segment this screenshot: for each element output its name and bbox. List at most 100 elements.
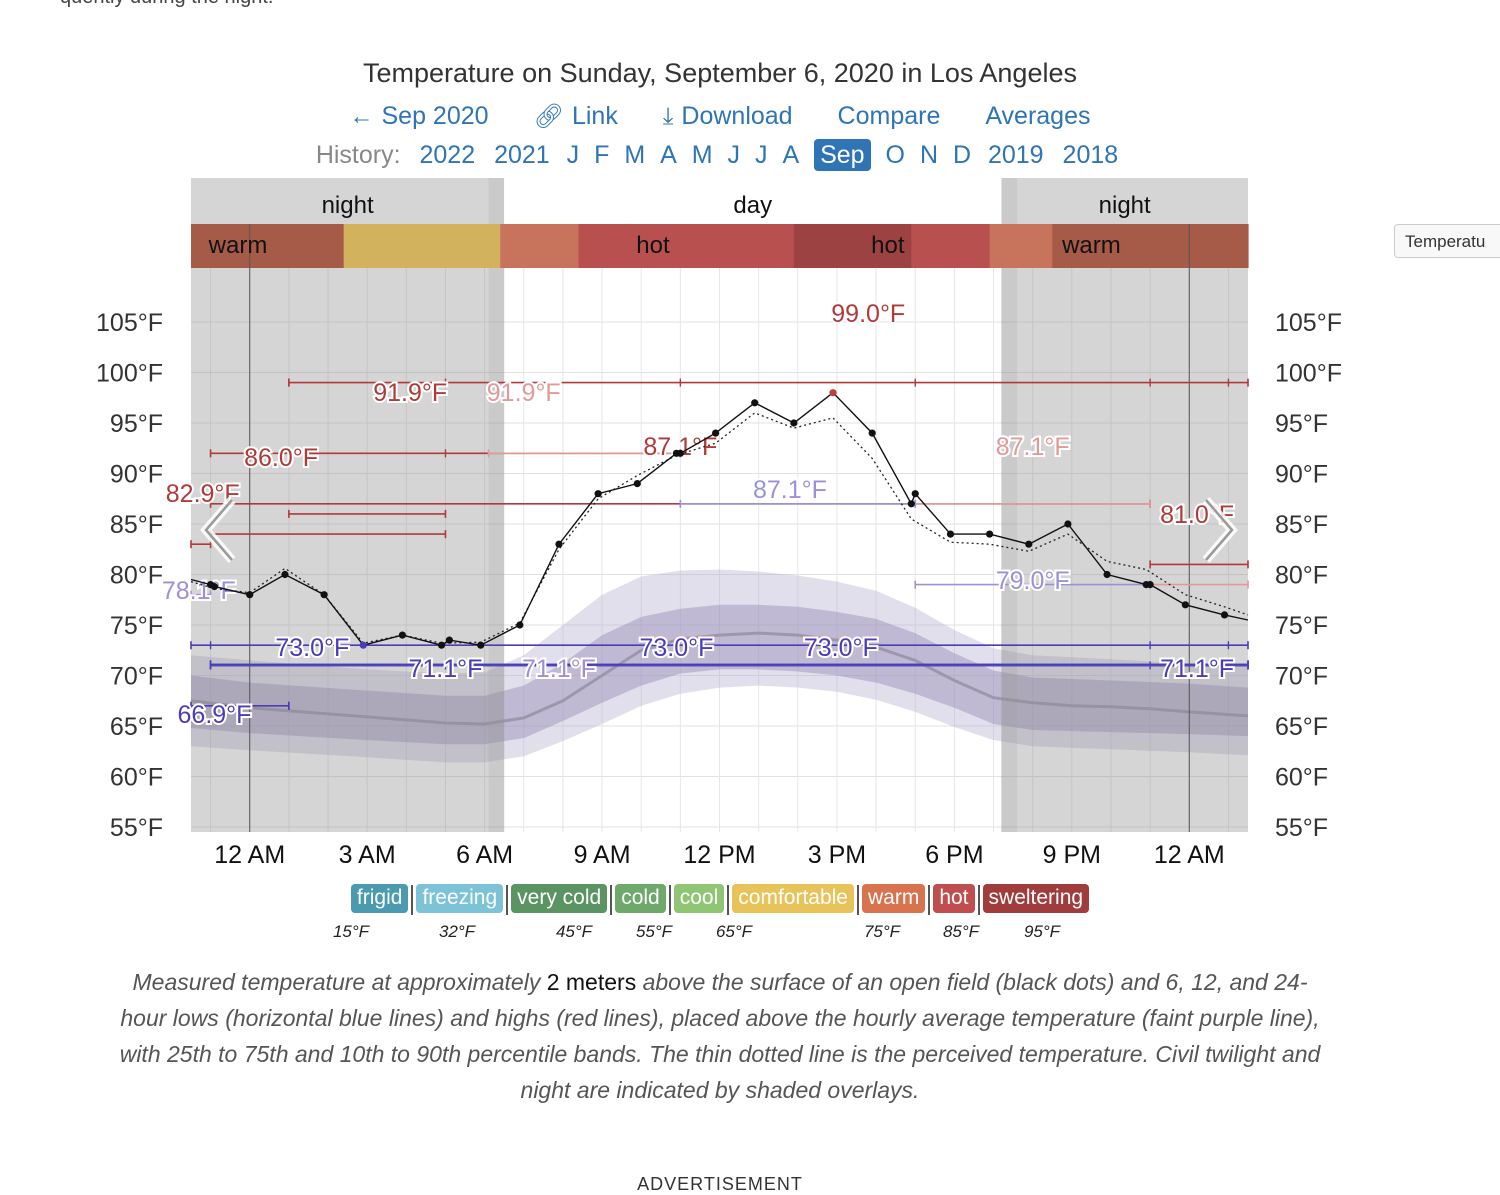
measured-temperature-line — [190, 391, 1249, 646]
low-extreme-label: 71.1°F — [522, 655, 596, 683]
temperature-point — [911, 490, 919, 498]
legend-cool: cool — [673, 884, 725, 913]
history-month-jan[interactable]: J — [566, 141, 580, 169]
history-year-2022[interactable]: 2022 — [419, 141, 476, 169]
compare-link[interactable]: Compare — [837, 102, 941, 130]
legend-freezing: freezing — [416, 884, 504, 913]
legend-warm: warm — [861, 884, 926, 913]
history-month-jun[interactable]: J — [727, 141, 741, 169]
condition-band — [578, 224, 795, 268]
y-tick-label-right: 75°F — [1275, 612, 1328, 640]
y-tick-label-left: 70°F — [110, 663, 163, 691]
averages-link[interactable]: Averages — [985, 102, 1091, 130]
y-tick-label-left: 65°F — [110, 713, 163, 741]
low-extreme-label: 71.1°F — [1160, 655, 1234, 683]
history-year-2018[interactable]: 2018 — [1062, 141, 1119, 169]
temperature-point — [246, 591, 254, 599]
x-tick-label: 12 AM — [1154, 841, 1225, 869]
legend-divider — [977, 884, 980, 915]
temperature-point — [1181, 601, 1189, 609]
temperature-legend: frigid freezing very cold cold cool comfortab… — [0, 884, 1440, 915]
threshold-label: 45°F — [555, 922, 593, 941]
y-tick-label-left: 75°F — [110, 612, 163, 640]
download-icon: ⤓ — [662, 103, 674, 130]
temperature-point — [516, 621, 524, 629]
condition-band — [343, 224, 501, 268]
y-tick-label-right: 55°F — [1275, 814, 1328, 842]
y-tick-label-right: 90°F — [1275, 461, 1328, 489]
history-month-apr[interactable]: A — [660, 141, 677, 169]
history-month-mar[interactable]: M — [624, 141, 646, 169]
temperature-point — [398, 631, 406, 639]
twilight-overlay — [488, 178, 505, 832]
threshold-label: 32°F — [438, 922, 476, 941]
chart-nav: ← Sep 2020 🔗︎ Link ⤓ Download Compare Avera… — [0, 102, 1440, 131]
temperature-point — [1146, 581, 1154, 589]
high-extreme-label: 87.1°F — [996, 433, 1070, 461]
download-link[interactable]: ⤓ Download — [662, 102, 793, 130]
temperature-point — [986, 530, 994, 538]
legend-very-cold: very cold — [511, 884, 608, 913]
temperature-point — [477, 641, 485, 649]
temperature-point — [1025, 540, 1033, 548]
history-month-may[interactable]: M — [691, 141, 713, 169]
condition-band — [191, 224, 345, 268]
temperature-point — [1064, 520, 1072, 528]
y-tick-label-right: 65°F — [1275, 713, 1328, 741]
y-tick-label-right: 100°F — [1275, 360, 1342, 388]
condition-band — [500, 224, 580, 268]
history-month-nov[interactable]: N — [919, 141, 938, 169]
temperature-point — [907, 500, 915, 508]
temperature-point — [594, 490, 602, 498]
condition-band — [989, 224, 1053, 268]
temperature-point — [445, 636, 453, 644]
condition-band-label: hot — [871, 232, 905, 259]
temperature-point — [320, 591, 328, 599]
history-month-oct[interactable]: O — [885, 141, 905, 169]
history-year-2019[interactable]: 2019 — [987, 141, 1044, 169]
condition-band-label: warm — [208, 232, 268, 259]
chevron-left-icon — [204, 499, 233, 561]
temperature-point — [829, 389, 837, 397]
history-month-sep-selected[interactable]: Sep — [814, 139, 871, 171]
condition-band — [1052, 224, 1249, 268]
y-tick-label-right: 95°F — [1275, 410, 1328, 438]
tooltip: Temperatu — [1394, 224, 1500, 258]
legend-cold: cold — [615, 884, 666, 913]
threshold-label: 85°F — [942, 922, 980, 941]
threshold-label: 65°F — [715, 922, 753, 941]
low-extreme-label: 71.1°F — [408, 655, 482, 683]
y-tick-label-left: 60°F — [110, 764, 163, 792]
prev-month-link[interactable]: ← Sep 2020 — [349, 102, 489, 130]
x-tick-label: 3 AM — [339, 841, 396, 869]
y-tick-label-left: 85°F — [110, 511, 163, 539]
night-overlay — [191, 178, 505, 832]
y-tick-label-left: 80°F — [110, 562, 163, 590]
legend-hot: hot — [933, 884, 975, 913]
legend-divider — [610, 884, 613, 915]
history-month-feb[interactable]: F — [594, 141, 610, 169]
high-extreme-label: 91.9°F — [373, 379, 447, 407]
history-month-dec[interactable]: D — [952, 141, 972, 169]
twilight-overlay — [1001, 178, 1018, 832]
link-icon: 🔗︎ — [533, 103, 564, 130]
y-tick-label-right: 60°F — [1275, 764, 1328, 792]
temperature-point — [751, 399, 759, 407]
temperature-point — [210, 583, 219, 591]
temperature-point — [711, 429, 720, 437]
y-tick-label-right: 70°F — [1275, 663, 1328, 691]
temperature-point — [868, 429, 876, 437]
daylight-label: night — [1099, 192, 1151, 219]
legend-divider — [411, 884, 414, 915]
temperature-point — [790, 419, 798, 427]
history-month-aug[interactable]: A — [782, 141, 800, 169]
high-extreme-label: 91.9°F — [487, 379, 561, 407]
history-year-2021[interactable]: 2021 — [494, 141, 550, 169]
legend-divider — [856, 884, 859, 915]
threshold-label: 95°F — [1023, 922, 1061, 941]
chart-caption: Measured temperature at approximately 2 … — [119, 969, 1321, 1103]
history-month-jul[interactable]: J — [755, 141, 768, 169]
y-tick-label-left: 55°F — [110, 814, 163, 842]
permalink-link[interactable]: 🔗︎ Link — [533, 102, 618, 130]
low-extreme-label: 73.0°F — [639, 634, 713, 662]
